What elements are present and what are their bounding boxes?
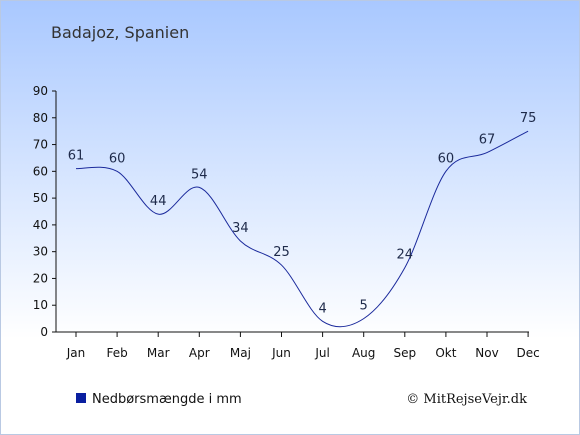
data-label: 75	[520, 111, 537, 126]
x-tick-label: Feb	[106, 346, 127, 360]
y-tick-label: 80	[33, 111, 48, 125]
y-tick-label: 0	[40, 325, 48, 339]
y-tick-label: 20	[33, 271, 48, 285]
legend-swatch	[76, 393, 86, 403]
x-tick-label: Nov	[475, 346, 498, 360]
data-label: 54	[191, 167, 208, 182]
data-label: 61	[68, 149, 85, 164]
data-label: 5	[360, 299, 368, 314]
data-label: 25	[273, 245, 290, 260]
legend: Nedbørsmængde i mm	[76, 392, 242, 407]
x-tick-label: Maj	[230, 346, 251, 360]
data-label: 34	[232, 221, 249, 236]
axes	[55, 91, 529, 333]
data-label: 60	[109, 151, 126, 166]
x-tick-label: Apr	[189, 346, 210, 360]
y-tick-label: 60	[33, 164, 48, 178]
data-label: 67	[479, 133, 496, 148]
x-tick-label: Okt	[435, 346, 456, 360]
y-tick-label: 40	[33, 218, 48, 232]
x-tick-label: Jul	[314, 346, 329, 360]
data-labels: 61 60 44 54 34 25 4 5 24 60 67 75	[68, 111, 537, 316]
data-label: 24	[397, 248, 414, 263]
x-tick-label: Dec	[516, 346, 539, 360]
chart-title: Badajoz, Spanien	[51, 23, 189, 42]
x-tick-label: Jan	[66, 346, 86, 360]
x-tick-label: Sep	[393, 346, 416, 360]
y-tick-label: 70	[33, 138, 48, 152]
data-label: 60	[438, 151, 455, 166]
x-tick-label: Mar	[147, 346, 170, 360]
series-line	[75, 130, 529, 328]
x-tick-label: Aug	[352, 346, 375, 360]
legend-label: Nedbørsmængde i mm	[92, 392, 242, 407]
x-tick-label: Jun	[271, 346, 291, 360]
y-axis-ticks: 0 10 20 30 40 50 60 70 80 90	[33, 84, 56, 339]
y-tick-label: 10	[33, 298, 48, 312]
data-label: 44	[150, 194, 167, 209]
x-axis-ticks: Jan Feb Mar Apr Maj Jun Jul Aug Sep Okt Nov Dec	[66, 332, 540, 360]
data-label: 4	[318, 301, 326, 316]
y-tick-label: 90	[33, 84, 48, 98]
y-tick-label: 50	[33, 191, 48, 205]
copyright-text: © MitRejseVejr.dk	[406, 392, 527, 407]
y-tick-label: 30	[33, 245, 48, 259]
